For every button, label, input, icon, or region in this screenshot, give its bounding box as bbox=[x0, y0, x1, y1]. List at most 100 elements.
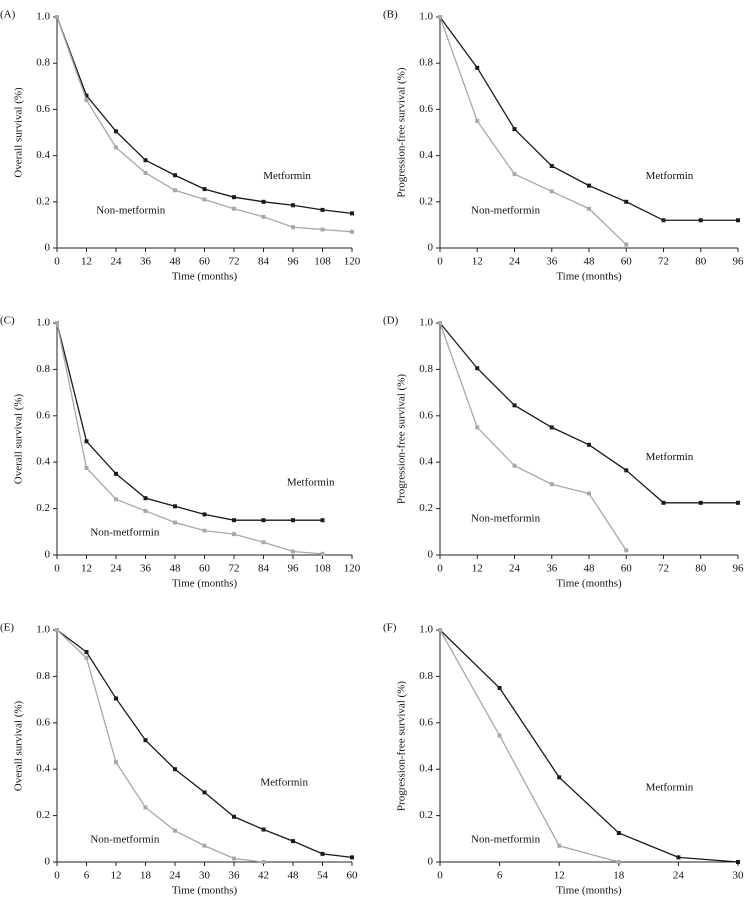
x-tick-label: 0 bbox=[437, 563, 443, 575]
data-point bbox=[624, 242, 629, 247]
x-tick-label: 6 bbox=[84, 870, 90, 882]
panel-label: (F) bbox=[383, 622, 397, 634]
y-tick-label: 0.8 bbox=[36, 57, 50, 69]
y-tick-label: 0.8 bbox=[419, 363, 433, 375]
x-tick-label: 18 bbox=[613, 870, 625, 882]
x-tick-label: 60 bbox=[199, 563, 211, 575]
data-point bbox=[320, 518, 325, 523]
data-point bbox=[261, 518, 266, 523]
x-tick-label: 12 bbox=[472, 256, 483, 268]
y-tick-label: 0.6 bbox=[419, 716, 433, 728]
x-tick-label: 96 bbox=[733, 563, 745, 575]
data-point bbox=[350, 211, 354, 216]
data-point bbox=[84, 439, 89, 444]
series-line bbox=[439, 322, 627, 551]
data-point bbox=[114, 760, 118, 765]
data-point bbox=[202, 790, 207, 795]
data-point bbox=[438, 15, 442, 19]
data-point bbox=[438, 321, 442, 325]
x-tick-label: 48 bbox=[288, 870, 300, 882]
data-point bbox=[261, 199, 266, 204]
x-tick-label: 0 bbox=[54, 256, 60, 268]
data-point bbox=[202, 843, 207, 848]
series-annotation: Metformin bbox=[263, 170, 311, 182]
x-tick-label: 36 bbox=[229, 870, 241, 882]
y-tick-label: 0.2 bbox=[36, 195, 50, 207]
series-annotation: Non-metformin bbox=[471, 513, 541, 525]
panel-label: (A) bbox=[0, 9, 16, 21]
y-tick-label: 0.2 bbox=[419, 502, 433, 514]
y-tick-label: 1.0 bbox=[36, 624, 50, 636]
y-tick-label: 0.6 bbox=[36, 103, 50, 115]
x-axis-title: Time (months) bbox=[172, 885, 238, 897]
data-point bbox=[291, 203, 295, 208]
series-line bbox=[439, 629, 739, 863]
data-point bbox=[261, 214, 266, 219]
data-point bbox=[55, 628, 59, 632]
panel-label: (D) bbox=[383, 315, 399, 327]
y-tick-label: 1.0 bbox=[36, 317, 50, 329]
x-tick-label: 0 bbox=[437, 870, 443, 882]
series-annotation: Non-metformin bbox=[471, 833, 541, 845]
data-point bbox=[475, 425, 480, 430]
panel-label: (E) bbox=[0, 622, 14, 634]
series-annotation: Metformin bbox=[646, 781, 694, 793]
x-tick-label: 24 bbox=[170, 870, 182, 882]
data-point bbox=[616, 860, 621, 864]
y-tick-label: 0.8 bbox=[419, 670, 433, 682]
data-point bbox=[512, 463, 517, 468]
y-tick-label: 0 bbox=[428, 242, 434, 254]
x-tick-label: 96 bbox=[733, 256, 745, 268]
data-point bbox=[624, 199, 629, 204]
x-tick-label: 60 bbox=[199, 256, 211, 268]
data-point bbox=[84, 98, 89, 103]
y-tick-label: 0.2 bbox=[419, 195, 433, 207]
x-tick-label: 84 bbox=[258, 563, 270, 575]
data-point bbox=[143, 738, 148, 743]
data-point bbox=[173, 767, 177, 772]
x-axis-title: Time (months) bbox=[556, 885, 622, 897]
series-annotation: Non-metformin bbox=[96, 205, 166, 217]
series-annotation: Metformin bbox=[287, 477, 335, 489]
data-point bbox=[475, 65, 480, 70]
x-tick-label: 48 bbox=[584, 256, 596, 268]
data-point bbox=[350, 229, 354, 234]
y-tick-label: 0.8 bbox=[36, 363, 50, 375]
data-point bbox=[173, 188, 177, 193]
y-axis-title: Progression-free survival (%) bbox=[396, 681, 408, 811]
x-tick-label: 12 bbox=[554, 870, 565, 882]
x-axis-title: Time (months) bbox=[172, 578, 238, 590]
y-tick-label: 0.2 bbox=[36, 809, 50, 821]
y-tick-label: 0 bbox=[45, 856, 51, 868]
x-tick-label: 24 bbox=[509, 256, 521, 268]
y-tick-label: 0 bbox=[45, 242, 51, 254]
series-line bbox=[439, 16, 738, 221]
data-point bbox=[55, 15, 59, 19]
x-tick-label: 108 bbox=[314, 256, 331, 268]
series-line bbox=[56, 16, 353, 214]
y-tick-label: 0.8 bbox=[419, 57, 433, 69]
data-point bbox=[291, 549, 295, 554]
data-point bbox=[512, 172, 517, 177]
data-point bbox=[320, 207, 325, 212]
data-point bbox=[661, 500, 666, 505]
data-point bbox=[587, 206, 591, 211]
y-tick-label: 0.2 bbox=[36, 502, 50, 514]
data-point bbox=[143, 496, 148, 501]
y-axis-title: Progression-free survival (%) bbox=[396, 67, 408, 197]
data-point bbox=[549, 482, 554, 487]
data-point bbox=[114, 696, 118, 701]
x-tick-label: 72 bbox=[229, 256, 240, 268]
data-point bbox=[114, 471, 118, 476]
x-tick-label: 30 bbox=[733, 870, 745, 882]
x-tick-label: 0 bbox=[54, 563, 60, 575]
data-point bbox=[202, 187, 207, 192]
x-tick-label: 60 bbox=[621, 256, 633, 268]
data-point bbox=[291, 518, 295, 523]
x-tick-label: 24 bbox=[509, 563, 521, 575]
y-tick-label: 1.0 bbox=[419, 317, 433, 329]
y-axis-title: Overall survival (%) bbox=[13, 700, 25, 791]
x-tick-label: 24 bbox=[111, 563, 123, 575]
data-point bbox=[676, 855, 681, 860]
x-tick-label: 60 bbox=[621, 563, 633, 575]
